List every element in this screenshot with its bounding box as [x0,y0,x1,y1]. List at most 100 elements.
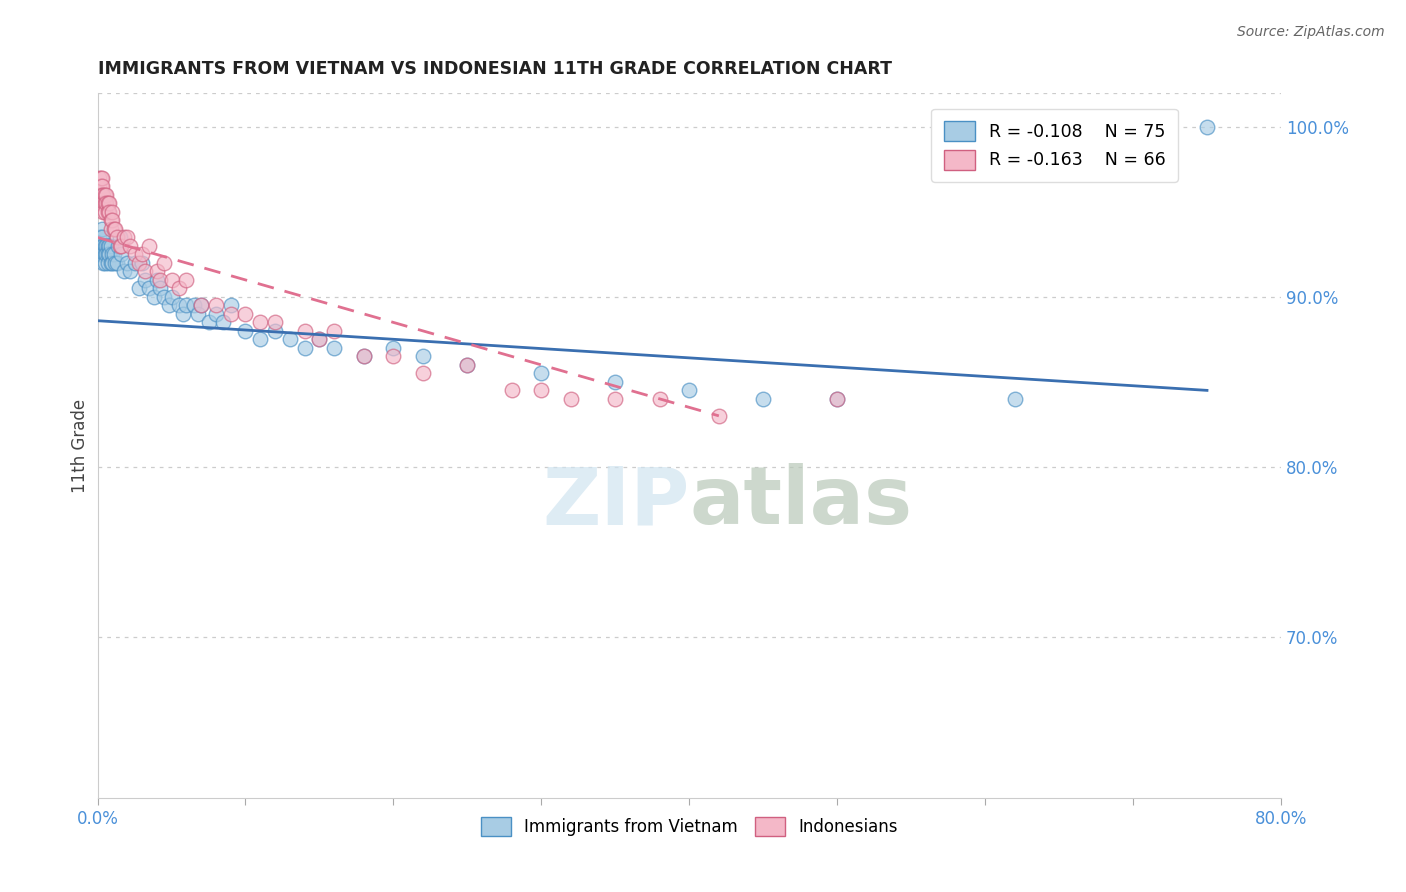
Point [90,171,112,186]
Point [707,409,730,423]
Point [87,230,110,244]
Point [456,358,478,372]
Point [190,298,212,312]
Point [91,179,114,194]
Point [104,256,127,270]
Text: atlas: atlas [689,463,912,541]
Point [100,213,122,227]
Point [825,392,848,406]
Text: Source: ZipAtlas.com: Source: ZipAtlas.com [1237,25,1385,39]
Point [678,384,700,398]
Point [96,239,118,253]
Point [94,205,117,219]
Point [103,222,125,236]
Point [1195,120,1218,134]
Point [605,392,627,406]
Point [93,247,115,261]
Point [456,358,478,372]
Point [93,239,115,253]
Point [101,247,124,261]
Point [176,273,198,287]
Point [160,290,183,304]
Point [128,281,150,295]
Point [108,239,131,253]
Point [91,230,114,244]
Point [96,188,118,202]
Point [94,188,117,202]
Point [205,307,228,321]
Point [94,247,117,261]
Point [105,256,128,270]
Point [120,264,142,278]
Point [124,247,146,261]
Point [142,290,165,304]
Point [382,350,405,364]
Point [94,239,117,253]
Point [183,298,205,312]
Point [103,247,125,261]
Point [115,256,138,270]
Point [264,324,287,338]
Point [134,273,156,287]
Point [98,205,121,219]
Point [412,367,434,381]
Point [87,247,110,261]
Point [94,196,117,211]
Point [530,384,553,398]
Point [138,281,160,295]
Point [560,392,582,406]
Point [90,188,112,202]
Point [249,315,271,329]
Point [187,307,209,321]
Point [172,307,194,321]
Point [167,281,190,295]
Point [96,247,118,261]
Point [93,205,115,219]
Point [149,273,172,287]
Point [264,315,287,329]
Point [107,239,129,253]
Point [101,205,124,219]
Point [235,324,257,338]
Point [149,281,172,295]
Point [94,256,117,270]
Point [115,230,138,244]
Point [294,324,316,338]
Point [97,239,120,253]
Point [131,247,153,261]
Point [91,222,114,236]
Point [87,171,110,186]
Point [98,196,121,211]
Point [90,230,112,244]
Point [87,188,110,202]
Point [124,256,146,270]
Point [190,298,212,312]
Point [112,264,135,278]
Point [278,332,301,346]
Point [205,298,228,312]
Point [93,188,115,202]
Point [87,179,110,194]
Point [648,392,671,406]
Point [101,256,124,270]
Legend: Immigrants from Vietnam, Indonesians: Immigrants from Vietnam, Indonesians [474,810,904,843]
Point [91,239,114,253]
Point [235,307,257,321]
Point [530,367,553,381]
Point [145,273,167,287]
Point [308,332,330,346]
Point [382,341,405,355]
Point [134,264,156,278]
Point [153,290,176,304]
Text: IMMIGRANTS FROM VIETNAM VS INDONESIAN 11TH GRADE CORRELATION CHART: IMMIGRANTS FROM VIETNAM VS INDONESIAN 11… [97,60,891,78]
Point [90,247,112,261]
Point [110,247,132,261]
Point [501,384,523,398]
Point [91,188,114,202]
Point [219,298,242,312]
Point [90,239,112,253]
Point [91,196,114,211]
Point [97,256,120,270]
Point [353,350,375,364]
Point [294,341,316,355]
